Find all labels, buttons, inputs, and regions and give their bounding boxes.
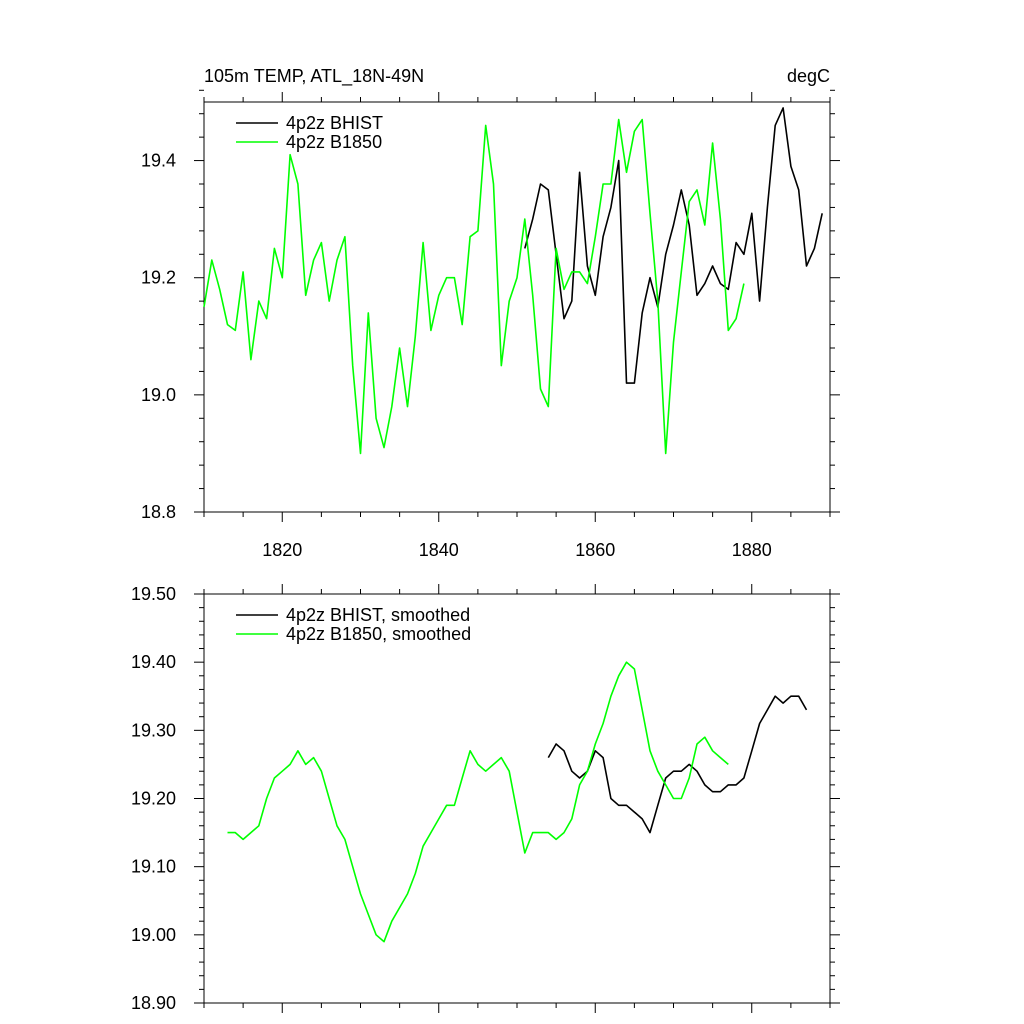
lower-plot-panel: 18.90 19.00 19.10 19.20 19.30 19.40 19.50 4p2z … bbox=[131, 584, 840, 1013]
series-line-b1850 bbox=[203, 118, 745, 455]
y-tick-label: 19.2 bbox=[141, 268, 176, 288]
series-line-bhist bbox=[524, 107, 823, 384]
series-line-b1850 bbox=[227, 661, 729, 943]
series-line-bhist bbox=[547, 695, 808, 834]
legend-label: 4p2z B1850 bbox=[286, 132, 382, 152]
y-tick-label: 18.90 bbox=[131, 993, 176, 1013]
x-tick-label: 1860 bbox=[575, 540, 615, 560]
y-tick-label: 19.50 bbox=[131, 584, 176, 604]
upper-plot-panel: 1820 1840 1860 1880 18.8 19.0 19.2 19.4 4p2z BHI… bbox=[141, 89, 840, 560]
y-tick-label: 19.10 bbox=[131, 857, 176, 877]
x-tick-label: 1840 bbox=[419, 540, 459, 560]
y-tick-label: 19.00 bbox=[131, 925, 176, 945]
legend-label: 4p2z B1850, smoothed bbox=[286, 624, 471, 644]
y-tick-label: 19.20 bbox=[131, 789, 176, 809]
x-tick-label: 1880 bbox=[732, 540, 772, 560]
plot-frame bbox=[203, 101, 831, 513]
y-tick-label: 19.0 bbox=[141, 385, 176, 405]
x-tick-label: 1820 bbox=[262, 540, 302, 560]
y-tick-label: 19.30 bbox=[131, 720, 176, 740]
legend-label: 4p2z BHIST, smoothed bbox=[286, 605, 470, 625]
chart-left-title: 105m TEMP, ATL_18N-49N bbox=[204, 66, 424, 87]
y-tick-label: 19.40 bbox=[131, 652, 176, 672]
y-tick-label: 18.8 bbox=[141, 502, 176, 522]
legend-label: 4p2z BHIST bbox=[286, 113, 383, 133]
plot-frame bbox=[203, 593, 831, 1004]
chart-units-label: degC bbox=[787, 66, 830, 86]
y-tick-label: 19.4 bbox=[141, 151, 176, 171]
